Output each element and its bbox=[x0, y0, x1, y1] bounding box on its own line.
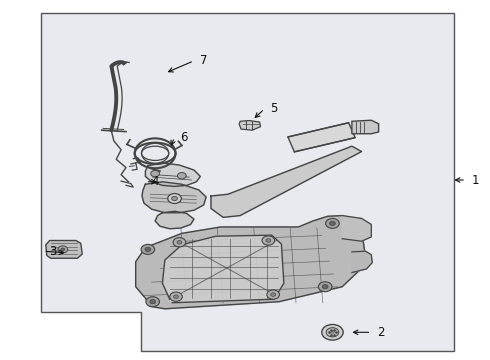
Circle shape bbox=[330, 221, 335, 226]
Polygon shape bbox=[288, 123, 355, 152]
Polygon shape bbox=[46, 240, 82, 258]
Polygon shape bbox=[352, 120, 379, 134]
Circle shape bbox=[326, 219, 339, 228]
Polygon shape bbox=[239, 121, 261, 130]
Polygon shape bbox=[342, 216, 371, 241]
Text: 6: 6 bbox=[180, 131, 188, 144]
Circle shape bbox=[146, 297, 159, 307]
Circle shape bbox=[262, 236, 274, 245]
Circle shape bbox=[58, 246, 68, 253]
Text: 4: 4 bbox=[151, 175, 159, 188]
Polygon shape bbox=[211, 146, 362, 217]
Polygon shape bbox=[146, 163, 200, 186]
Circle shape bbox=[141, 244, 155, 255]
Text: 3: 3 bbox=[49, 245, 56, 258]
Text: 7: 7 bbox=[200, 54, 207, 67]
Circle shape bbox=[326, 328, 339, 337]
Circle shape bbox=[177, 240, 182, 244]
Text: 1: 1 bbox=[472, 174, 479, 186]
Circle shape bbox=[322, 285, 328, 289]
Circle shape bbox=[173, 238, 186, 247]
Polygon shape bbox=[41, 13, 454, 351]
Circle shape bbox=[168, 194, 181, 203]
Circle shape bbox=[61, 248, 65, 251]
Circle shape bbox=[266, 239, 271, 242]
Circle shape bbox=[173, 295, 178, 298]
Text: 5: 5 bbox=[270, 102, 278, 115]
Polygon shape bbox=[136, 216, 367, 309]
Polygon shape bbox=[352, 251, 372, 273]
Polygon shape bbox=[162, 235, 284, 303]
Circle shape bbox=[150, 300, 156, 304]
Polygon shape bbox=[142, 182, 206, 213]
Circle shape bbox=[318, 282, 332, 292]
Circle shape bbox=[322, 324, 343, 340]
Circle shape bbox=[151, 170, 159, 177]
Circle shape bbox=[172, 196, 177, 201]
Circle shape bbox=[271, 293, 275, 296]
Text: 2: 2 bbox=[377, 326, 385, 339]
Circle shape bbox=[145, 247, 151, 252]
Circle shape bbox=[170, 292, 182, 301]
Circle shape bbox=[330, 330, 335, 334]
Circle shape bbox=[177, 172, 186, 179]
Polygon shape bbox=[155, 211, 194, 229]
Circle shape bbox=[267, 290, 279, 299]
